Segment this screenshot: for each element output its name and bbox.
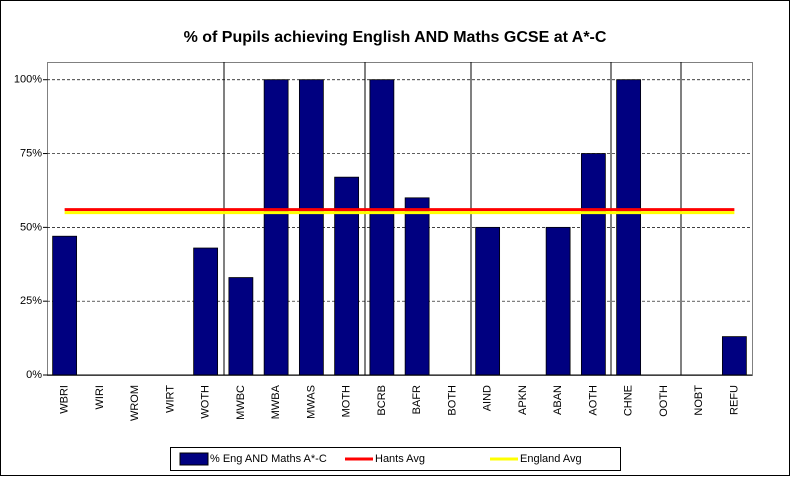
x-tick-label: REFU (728, 385, 740, 415)
x-tick-label: BOTH (446, 385, 458, 416)
y-tick-label: 100% (14, 74, 42, 86)
x-tick-label: AIND (482, 385, 494, 411)
x-tick-label: MWAS (305, 385, 317, 419)
group-dividers (223, 62, 682, 375)
legend-label: % Eng AND Maths A*-C (210, 453, 327, 465)
legend (170, 447, 621, 471)
x-tick-label: AOTH (587, 385, 599, 416)
bar (263, 79, 289, 376)
bar (580, 153, 606, 376)
x-tick-label: WROM (129, 385, 141, 421)
x-tick-label: WBRI (59, 385, 71, 414)
y-tick-label: 75% (20, 147, 42, 159)
x-tick-label: OOTH (658, 385, 670, 417)
y-tick-label: 25% (20, 295, 42, 307)
bar (545, 226, 571, 376)
x-tick-label: BAFR (411, 385, 423, 414)
bar (52, 235, 78, 376)
bar (228, 277, 254, 376)
x-tick-label: MOTH (341, 385, 353, 417)
bar (721, 336, 747, 376)
bar (475, 226, 501, 376)
bar (298, 79, 324, 376)
bar (369, 79, 395, 376)
bar (404, 197, 430, 376)
bar (616, 79, 642, 376)
x-tick-label: WOTH (200, 385, 212, 419)
x-tick-label: APKN (517, 385, 529, 415)
x-tick-label: MWBC (235, 385, 247, 420)
x-tick-label: BCRB (376, 385, 388, 416)
x-tick-label: WIRT (164, 385, 176, 413)
x-tick-label: MWBA (270, 384, 282, 419)
y-tick-label: 50% (20, 221, 42, 233)
x-tick-label: NOBT (693, 385, 705, 416)
chart-title: % of Pupils achieving English AND Maths … (184, 29, 607, 46)
x-tick-label: ABAN (552, 385, 564, 415)
legend-swatch (179, 452, 209, 466)
legend-label: Hants Avg (375, 453, 425, 465)
x-tick-label: CHNE (623, 385, 635, 416)
y-tick-label: 0% (26, 369, 42, 381)
legend-label: England Avg (520, 453, 582, 465)
bar (193, 247, 219, 376)
x-tick-label: WIRI (94, 385, 106, 409)
bar (334, 176, 360, 376)
